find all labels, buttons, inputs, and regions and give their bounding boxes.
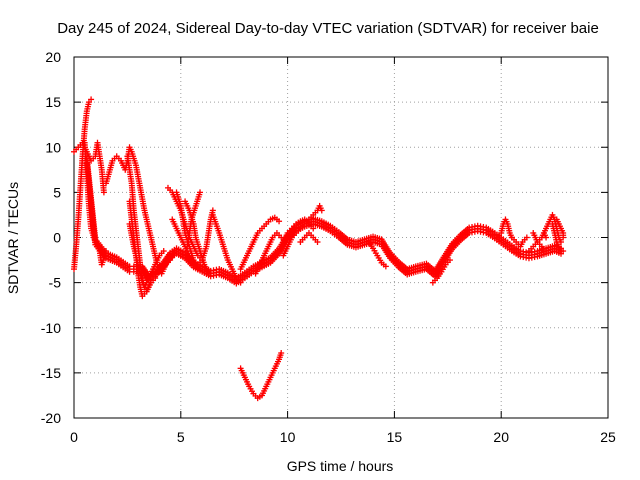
y-tick-label: 15 [45,94,61,110]
chart-title: Day 245 of 2024, Sidereal Day-to-day VTE… [57,20,599,37]
x-tick-label: 5 [177,429,185,445]
y-tick-label: -10 [41,320,61,336]
y-tick-label: -15 [41,365,61,381]
data-point [276,218,283,225]
data-point [194,261,201,268]
y-tick-label: 10 [45,139,61,155]
data-point [160,248,167,255]
data-point [318,207,325,214]
data-point [314,239,321,246]
data-point [310,225,317,232]
data-point [523,234,530,241]
y-axis-label: SDTVAR / TECUs [5,182,21,294]
data-point [382,263,389,270]
data-point [560,248,567,255]
data-point [205,270,212,277]
x-tick-label: 0 [70,429,78,445]
data-point [100,189,107,196]
data-point [446,257,453,264]
x-tick-label: 25 [600,429,616,445]
data-point [278,350,285,357]
x-tick-label: 20 [493,429,509,445]
data-points [71,96,567,402]
x-tick-label: 10 [280,429,296,445]
data-point [560,234,567,241]
data-point [171,248,178,255]
data-point [88,96,95,103]
axis-ticks: 0 5 10 15 20 25 -20 -15 -10 -5 0 5 10 15 20 [41,49,616,445]
y-tick-label: 5 [53,184,61,200]
x-axis-label: GPS time / hours [287,458,394,474]
y-tick-label: -20 [41,410,61,426]
data-point [540,248,547,255]
y-tick-label: 20 [45,49,61,65]
y-tick-label: 0 [53,230,61,246]
data-point [237,279,244,286]
data-point [184,243,191,250]
data-point [543,234,550,241]
x-tick-label: 15 [387,429,403,445]
y-tick-label: -5 [49,275,62,291]
data-point [152,275,159,282]
